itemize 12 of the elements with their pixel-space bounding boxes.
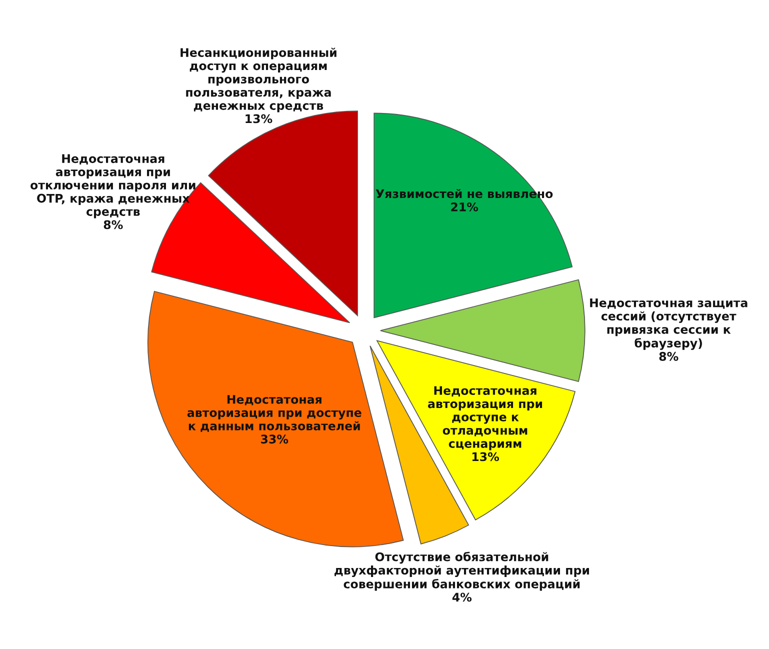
data-label: 8% (659, 352, 678, 361)
data-label: 4% (452, 592, 472, 602)
slice-label: Несанкционированный доступ к операциям произвольного пользователя, кража денежных средств (180, 48, 336, 112)
slice-label: Недостаточная авторизация при доступе к отладочным сценариям (428, 386, 542, 450)
data-label: 33% (261, 434, 288, 444)
data-label: 8% (104, 220, 123, 230)
slice-label: Недостатоная авторизация при доступе к данным пользователей (187, 395, 362, 432)
data-label: 13% (246, 114, 272, 124)
slice-label: Недостаточная защита сессий (отсутствует привязка сессии к браузеру) (590, 298, 748, 350)
data-label: 13% (472, 452, 500, 462)
data-label: 21% (451, 202, 478, 212)
slice-label: Отсутствие обязательной двухфакторной аутентификации при совершении банковских операций (334, 552, 589, 591)
